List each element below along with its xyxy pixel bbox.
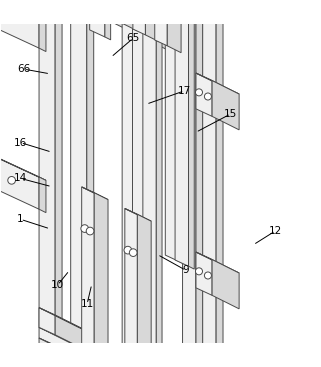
- Circle shape: [129, 249, 137, 257]
- Polygon shape: [146, 0, 152, 360]
- Polygon shape: [80, 0, 94, 9]
- Polygon shape: [196, 73, 239, 94]
- Polygon shape: [39, 177, 46, 212]
- Circle shape: [8, 177, 15, 184]
- Polygon shape: [196, 252, 239, 273]
- Polygon shape: [39, 308, 94, 334]
- Polygon shape: [105, 15, 111, 40]
- Polygon shape: [71, 0, 87, 350]
- Text: 11: 11: [80, 299, 94, 309]
- Polygon shape: [216, 0, 223, 367]
- Polygon shape: [55, 315, 94, 354]
- Circle shape: [204, 272, 212, 279]
- Polygon shape: [82, 187, 94, 367]
- Polygon shape: [39, 0, 55, 335]
- Polygon shape: [0, 142, 39, 209]
- Circle shape: [124, 246, 132, 254]
- Polygon shape: [39, 327, 84, 359]
- Polygon shape: [165, 0, 179, 261]
- Polygon shape: [155, 0, 167, 46]
- Polygon shape: [39, 338, 84, 367]
- Polygon shape: [196, 252, 212, 295]
- Circle shape: [195, 89, 203, 96]
- Text: 1: 1: [17, 214, 24, 224]
- Text: 14: 14: [14, 173, 27, 184]
- Polygon shape: [39, 327, 210, 367]
- Polygon shape: [122, 0, 135, 352]
- Text: 12: 12: [269, 226, 282, 236]
- Polygon shape: [55, 0, 84, 8]
- Polygon shape: [39, 16, 46, 52]
- Polygon shape: [89, 0, 102, 13]
- Polygon shape: [94, 193, 108, 367]
- Polygon shape: [84, 348, 210, 367]
- Polygon shape: [196, 0, 203, 367]
- Polygon shape: [90, 7, 111, 18]
- Polygon shape: [175, 0, 188, 266]
- Polygon shape: [125, 208, 151, 221]
- Polygon shape: [39, 338, 210, 367]
- Polygon shape: [135, 0, 141, 355]
- Circle shape: [86, 227, 94, 235]
- Polygon shape: [84, 359, 210, 367]
- Polygon shape: [0, 0, 46, 19]
- Polygon shape: [212, 259, 239, 309]
- Polygon shape: [212, 80, 239, 130]
- Polygon shape: [124, 0, 137, 31]
- Polygon shape: [90, 7, 105, 37]
- Polygon shape: [133, 0, 146, 357]
- Text: 66: 66: [17, 64, 30, 74]
- Polygon shape: [156, 0, 162, 365]
- Circle shape: [155, 0, 162, 1]
- Text: 17: 17: [178, 86, 191, 96]
- Text: 15: 15: [224, 109, 238, 119]
- Polygon shape: [102, 0, 116, 20]
- Polygon shape: [67, 0, 80, 2]
- Polygon shape: [145, 0, 159, 42]
- Circle shape: [160, 0, 168, 3]
- Polygon shape: [0, 142, 46, 181]
- Polygon shape: [188, 0, 194, 269]
- Polygon shape: [55, 0, 62, 338]
- Polygon shape: [0, 0, 39, 48]
- Text: 10: 10: [51, 280, 64, 290]
- Circle shape: [195, 268, 203, 275]
- Polygon shape: [82, 187, 108, 200]
- Circle shape: [8, 15, 15, 23]
- Polygon shape: [111, 0, 124, 24]
- Text: 16: 16: [14, 138, 27, 148]
- Polygon shape: [125, 208, 137, 367]
- Polygon shape: [196, 73, 212, 116]
- Polygon shape: [55, 0, 210, 44]
- Polygon shape: [39, 308, 55, 335]
- Text: 65: 65: [127, 33, 140, 43]
- Polygon shape: [167, 0, 181, 53]
- Polygon shape: [179, 0, 185, 264]
- Polygon shape: [133, 0, 145, 35]
- Circle shape: [204, 93, 212, 100]
- Polygon shape: [137, 214, 151, 367]
- Polygon shape: [183, 0, 196, 367]
- Polygon shape: [203, 0, 216, 367]
- Circle shape: [81, 225, 89, 232]
- Text: 9: 9: [183, 265, 189, 276]
- Polygon shape: [143, 0, 156, 362]
- Polygon shape: [87, 0, 94, 354]
- Polygon shape: [84, 0, 210, 71]
